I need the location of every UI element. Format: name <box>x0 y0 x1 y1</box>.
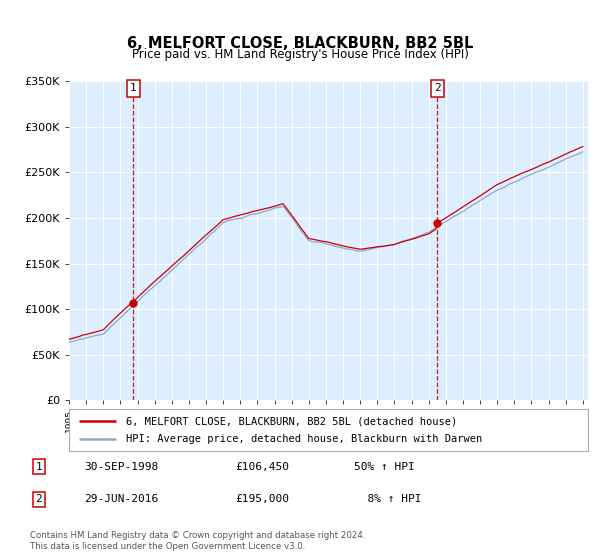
Text: 29-JUN-2016: 29-JUN-2016 <box>84 494 158 505</box>
Text: 1: 1 <box>130 83 137 94</box>
Text: Price paid vs. HM Land Registry's House Price Index (HPI): Price paid vs. HM Land Registry's House … <box>131 48 469 61</box>
Text: £195,000: £195,000 <box>235 494 289 505</box>
Text: 2: 2 <box>434 83 440 94</box>
Text: 8% ↑ HPI: 8% ↑ HPI <box>354 494 421 505</box>
Text: £106,450: £106,450 <box>235 461 289 472</box>
Text: 6, MELFORT CLOSE, BLACKBURN, BB2 5BL: 6, MELFORT CLOSE, BLACKBURN, BB2 5BL <box>127 36 473 50</box>
Text: 2: 2 <box>35 494 42 505</box>
Text: 1: 1 <box>35 461 42 472</box>
Text: 30-SEP-1998: 30-SEP-1998 <box>84 461 158 472</box>
Text: HPI: Average price, detached house, Blackburn with Darwen: HPI: Average price, detached house, Blac… <box>126 434 482 444</box>
Text: 50% ↑ HPI: 50% ↑ HPI <box>354 461 415 472</box>
Text: This data is licensed under the Open Government Licence v3.0.: This data is licensed under the Open Gov… <box>30 542 305 551</box>
Text: 6, MELFORT CLOSE, BLACKBURN, BB2 5BL (detached house): 6, MELFORT CLOSE, BLACKBURN, BB2 5BL (de… <box>126 417 457 426</box>
Text: Contains HM Land Registry data © Crown copyright and database right 2024.: Contains HM Land Registry data © Crown c… <box>30 531 365 540</box>
